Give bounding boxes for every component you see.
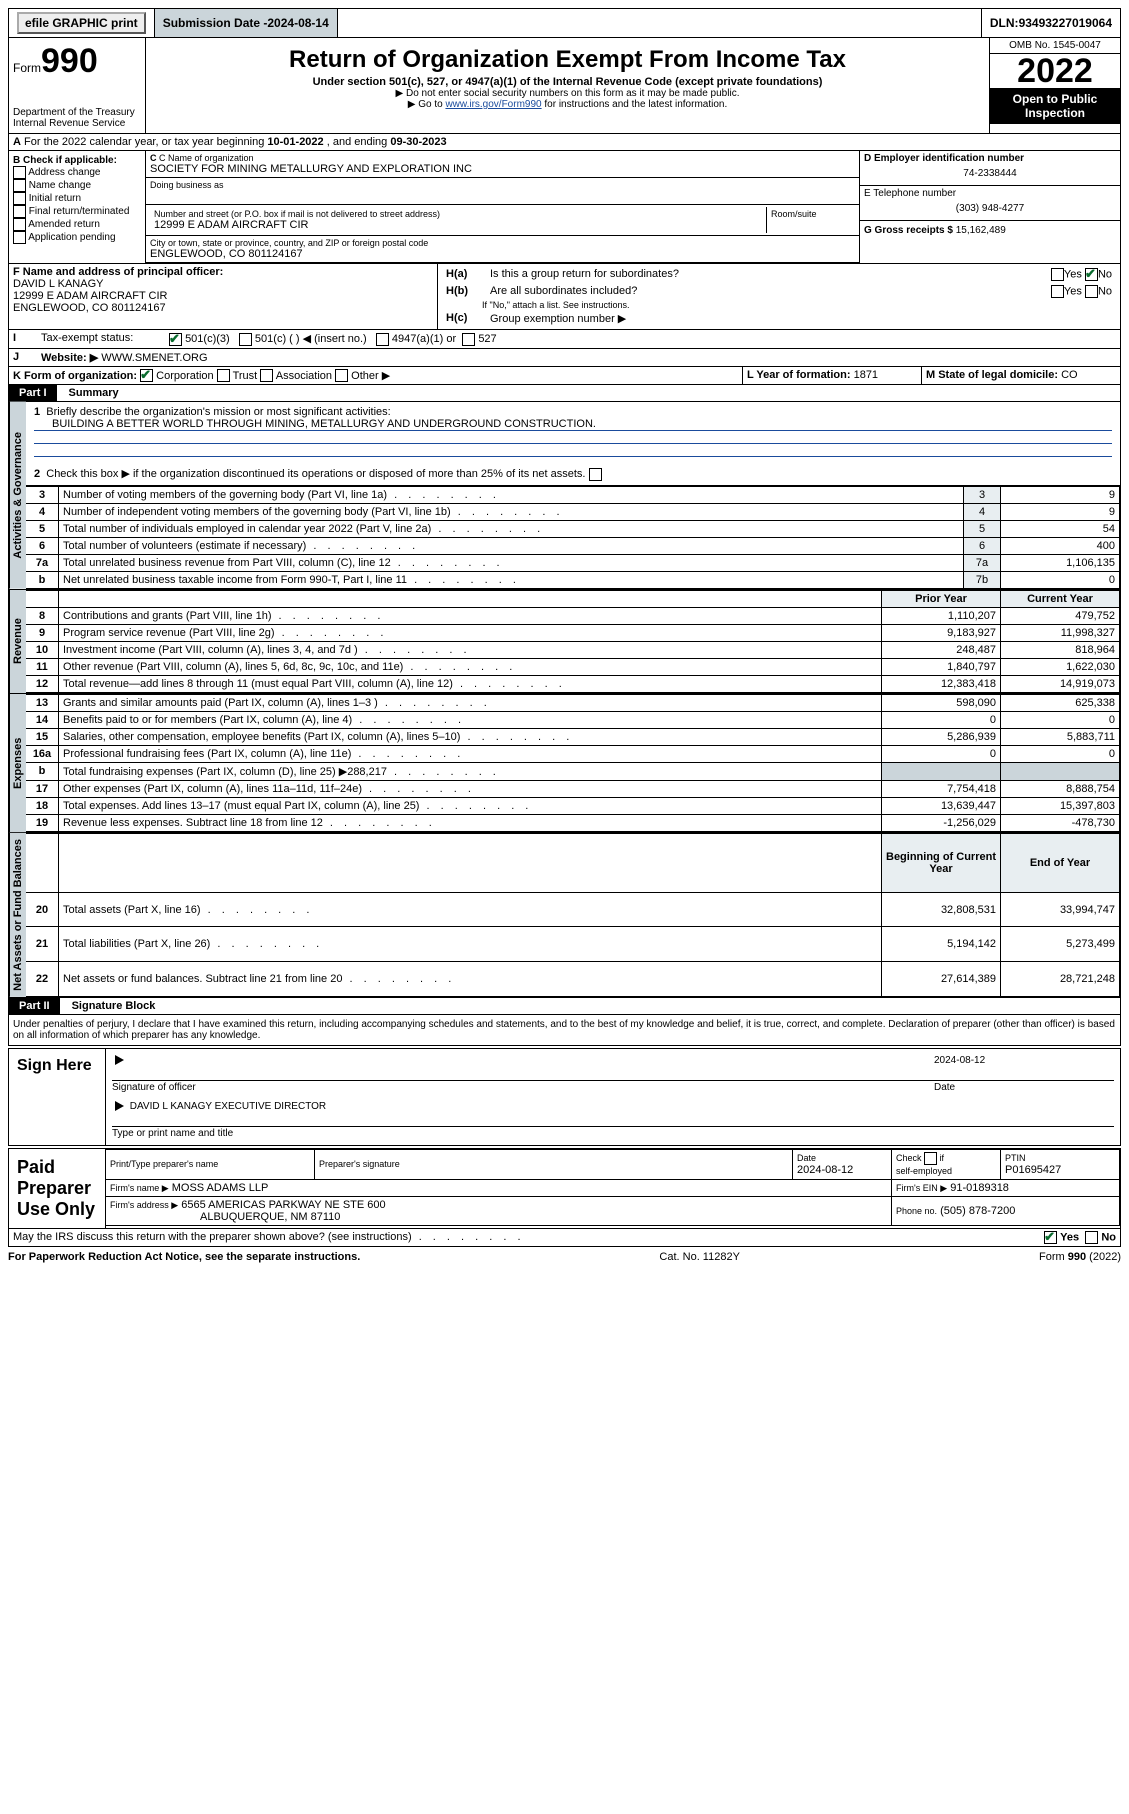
hb-no[interactable] [1085, 285, 1098, 298]
activities-table: 3Number of voting members of the governi… [26, 486, 1120, 589]
submission-date: 2024-08-14 [267, 16, 328, 30]
tax-year: 2022 [990, 54, 1120, 88]
title-box: Form990 Department of the Treasury Inter… [8, 38, 1121, 134]
sign-date: 2024-08-12 [934, 1055, 1114, 1066]
org-name: SOCIETY FOR MINING METALLURGY AND EXPLOR… [150, 163, 855, 175]
paid-preparer-box: Paid Preparer Use Only Print/Type prepar… [8, 1148, 1121, 1229]
line-klm: K Form of organization: Corporation Trus… [8, 367, 1121, 386]
gross-receipts: 15,162,489 [956, 225, 1006, 236]
discuss-no[interactable] [1085, 1231, 1098, 1244]
mission: BUILDING A BETTER WORLD THROUGH MINING, … [34, 418, 1112, 431]
phone: (303) 948-4277 [864, 199, 1116, 218]
line-i: I Tax-exempt status: 501(c)(3) 501(c) ( … [8, 330, 1121, 349]
year-formation: 1871 [854, 369, 878, 381]
signature-line: Signature of officer [112, 1080, 934, 1093]
ty-begin: 10-01-2022 [267, 136, 323, 148]
dln-value: 93493227019064 [1019, 16, 1112, 30]
city: ENGLEWOOD, CO 801124167 [150, 248, 855, 260]
net-table: Beginning of Current YearEnd of Year20To… [26, 833, 1120, 997]
preparer-table: Print/Type preparer's name Preparer's si… [106, 1149, 1120, 1226]
tab-expenses: Expenses [9, 694, 26, 832]
discuss-yes[interactable] [1044, 1231, 1057, 1244]
arrow-icon [115, 1055, 124, 1065]
officer-printed: DAVID L KANAGY EXECUTIVE DIRECTOR [130, 1101, 326, 1112]
form-number-box: Form990 Department of the Treasury Inter… [9, 38, 146, 133]
line-a: A For the 2022 calendar year, or tax yea… [8, 134, 1121, 151]
title-center: Return of Organization Exempt From Incom… [146, 38, 989, 133]
b-item: Final return/terminated [13, 205, 141, 218]
ha-no[interactable] [1085, 268, 1098, 281]
declaration: Under penalties of perjury, I declare th… [8, 1015, 1121, 1046]
hb-yes[interactable] [1051, 285, 1064, 298]
expenses-table: 13Grants and similar amounts paid (Part … [26, 694, 1120, 832]
title-right: OMB No. 1545-0047 2022 Open to Public In… [989, 38, 1120, 133]
firm-phone: (505) 878-7200 [940, 1205, 1015, 1217]
dln-cell: DLN: 93493227019064 [981, 9, 1120, 37]
form-subtitle: Under section 501(c), 527, or 4947(a)(1)… [152, 76, 983, 88]
arrow-icon [115, 1101, 124, 1111]
efile-print: efile GRAPHIC print [9, 9, 155, 37]
section-fh: F Name and address of principal officer:… [8, 264, 1121, 330]
b-item: Address change [13, 166, 141, 179]
submission-cell: Submission Date - 2024-08-14 [155, 9, 338, 37]
part2-header: Part II Signature Block [8, 998, 1121, 1015]
part1-header: Part I Summary [8, 385, 1121, 402]
b-item: Amended return [13, 218, 141, 231]
submission-label: Submission Date - [163, 16, 268, 30]
firm-name: MOSS ADAMS LLP [172, 1182, 269, 1194]
revenue-table: Prior YearCurrent Year8Contributions and… [26, 590, 1120, 693]
tab-activities: Activities & Governance [9, 402, 26, 589]
sign-here-box: Sign Here Signature of officer 2024-08-1… [8, 1048, 1121, 1146]
box-b: B Check if applicable: Address change Na… [9, 151, 146, 263]
box-deg: D Employer identification number 74-2338… [859, 151, 1120, 263]
b-item: Name change [13, 179, 141, 192]
paid-label: Paid Preparer Use Only [9, 1149, 106, 1228]
501c3-check[interactable] [169, 333, 182, 346]
footer: For Paperwork Reduction Act Notice, see … [8, 1251, 1121, 1263]
section-bcd: B Check if applicable: Address change Na… [8, 151, 1121, 264]
b-item: Application pending [13, 231, 141, 244]
ty-end: 09-30-2023 [390, 136, 446, 148]
street: 12999 E ADAM AIRCRAFT CIR [154, 219, 762, 231]
ha-yes[interactable] [1051, 268, 1064, 281]
efile-button[interactable]: efile GRAPHIC print [17, 12, 146, 34]
expenses-section: Expenses 13Grants and similar amounts pa… [8, 694, 1121, 833]
irs-link[interactable]: www.irs.gov/Form990 [445, 99, 541, 110]
form-number: 990 [41, 42, 98, 80]
ptin: P01695427 [1005, 1164, 1061, 1176]
website: WWW.SMENET.ORG [101, 352, 207, 364]
dba-label: Doing business as [150, 180, 855, 190]
cat-no: Cat. No. 11282Y [659, 1251, 740, 1263]
sign-here-label: Sign Here [9, 1049, 106, 1145]
b-item: Initial return [13, 192, 141, 205]
ein: 74-2338444 [864, 164, 1116, 183]
note-link: ▶ Go to www.irs.gov/Form990 for instruct… [152, 99, 983, 110]
top-toolbar: efile GRAPHIC print Submission Date - 20… [8, 8, 1121, 38]
form-word: Form [13, 61, 41, 75]
revenue-section: Revenue Prior YearCurrent Year8Contribut… [8, 590, 1121, 694]
firm-ein: 91-0189318 [950, 1182, 1009, 1194]
tab-revenue: Revenue [9, 590, 26, 693]
tab-net: Net Assets or Fund Balances [9, 833, 26, 997]
activities-section: Activities & Governance 1 Briefly descri… [8, 402, 1121, 590]
netassets-section: Net Assets or Fund Balances Beginning of… [8, 833, 1121, 998]
box-c: C C Name of organization SOCIETY FOR MIN… [146, 151, 859, 263]
officer-name: DAVID L KANAGY [13, 278, 433, 290]
irs: Internal Revenue Service [13, 118, 141, 129]
dln-label: DLN: [990, 16, 1019, 30]
open-public: Open to Public Inspection [990, 88, 1120, 124]
c-name-label: C C Name of organization [150, 153, 855, 163]
form-title: Return of Organization Exempt From Incom… [152, 46, 983, 74]
discuss-row: May the IRS discuss this return with the… [8, 1229, 1121, 1247]
line-j: J Website: ▶ WWW.SMENET.ORG [8, 349, 1121, 367]
domicile: CO [1061, 369, 1078, 381]
dept: Department of the Treasury [13, 107, 141, 118]
note-ssn: ▶ Do not enter social security numbers o… [152, 88, 983, 99]
